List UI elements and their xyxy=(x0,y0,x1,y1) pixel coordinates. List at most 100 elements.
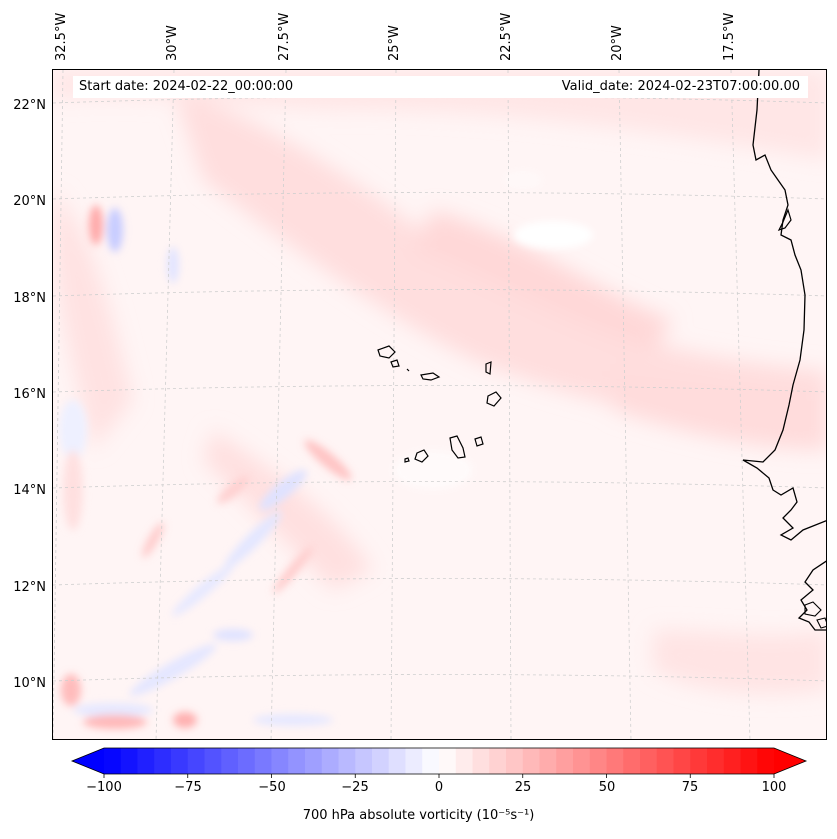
lon-label-27.5w: 27.5°W xyxy=(277,12,292,61)
colorbar-segment xyxy=(673,748,691,774)
lat-label-22n: 22°N xyxy=(13,98,46,113)
colorbar-tick-label: −50 xyxy=(258,780,286,795)
parallel-20n xyxy=(53,192,826,200)
colorbar-segment xyxy=(757,748,775,774)
colorbar-tick-label: 25 xyxy=(514,780,532,795)
colorbar-segment xyxy=(539,748,557,774)
colorbar-segment xyxy=(573,748,591,774)
parallel-16n xyxy=(53,385,826,393)
colorbar-segment xyxy=(656,748,675,774)
colorbar-segment xyxy=(204,748,222,774)
colorbar-segment xyxy=(120,748,139,774)
colorbar-segment xyxy=(740,748,758,774)
lon-label-17.5w: 17.5°W xyxy=(722,12,737,61)
meridian-30w xyxy=(155,70,175,739)
island-sao-vicente xyxy=(390,359,400,368)
island-sao-nicolau xyxy=(420,372,441,381)
lon-label-32.5w: 32.5°W xyxy=(54,12,69,61)
start-date-label: Start date: 2024-02-22_00:00:00 xyxy=(79,79,294,94)
colorbar-segment xyxy=(305,748,323,774)
island-santiago xyxy=(449,435,466,459)
island-maio xyxy=(474,436,484,447)
colorbar-segment xyxy=(489,748,507,774)
colorbar-tick-label: −100 xyxy=(86,780,122,795)
colorbar-label: 700 hPa absolute vorticity (10⁻⁵s⁻¹) xyxy=(302,808,535,823)
cape-verde-islands xyxy=(377,345,502,463)
island-sal xyxy=(485,361,492,375)
lon-label-25w: 25°W xyxy=(387,25,402,61)
colorbar-segment xyxy=(187,748,206,774)
colorbar-segment xyxy=(104,748,122,774)
colorbar-segment xyxy=(171,748,189,774)
island-brava xyxy=(404,457,410,463)
colorbar-segment xyxy=(455,748,474,774)
colorbar-segment xyxy=(472,748,490,774)
lat-label-20n: 20°N xyxy=(13,194,46,209)
valid-date-label: Valid_date: 2024-02-23T07:00:00.00 xyxy=(561,79,800,94)
island-santa-luzia xyxy=(406,368,410,372)
parallel-14n xyxy=(53,481,826,489)
colorbar-segment xyxy=(321,748,340,774)
colorbar-segment xyxy=(522,748,541,774)
colorbar-segment xyxy=(238,748,256,774)
colorbar-segments xyxy=(104,748,775,774)
colorbar-high-extend xyxy=(774,748,806,774)
colorbar-segment xyxy=(355,748,373,774)
colorbar-segment xyxy=(623,748,641,774)
vorticity-features xyxy=(59,170,593,729)
map-panel: Start date: 2024-02-22_00:00:00 Valid_da… xyxy=(52,69,827,740)
parallel-10n xyxy=(53,674,826,682)
colorbar-low-extend xyxy=(72,748,104,774)
colorbar-segment xyxy=(707,748,725,774)
lat-label-14n: 14°N xyxy=(13,483,46,498)
colorbar-segment xyxy=(439,748,457,774)
colorbar-segment xyxy=(271,748,289,774)
colorbar-segment xyxy=(556,748,574,774)
coast-island-20n xyxy=(777,208,792,232)
africa-coast-south xyxy=(797,560,826,631)
colorbar-segment xyxy=(405,748,423,774)
colorbar-tick-label: 100 xyxy=(761,780,787,795)
island-santo-antao xyxy=(377,345,396,359)
lat-label-18n: 18°N xyxy=(13,291,46,306)
bissagos-islands xyxy=(804,601,826,629)
colorbar-tick-label: −25 xyxy=(341,780,369,795)
parallel-18n xyxy=(53,289,826,297)
meridian-20w xyxy=(618,70,632,739)
colorbar xyxy=(70,747,808,778)
lat-label-12n: 12°N xyxy=(13,580,46,595)
colorbar-segment xyxy=(388,748,407,774)
meridian-17.5w xyxy=(730,70,751,739)
date-header-band xyxy=(73,76,808,98)
lat-label-16n: 16°N xyxy=(13,387,46,402)
colorbar-segment xyxy=(288,748,306,774)
meridian-25w xyxy=(390,70,397,739)
lon-label-20w: 20°W xyxy=(610,25,625,61)
colorbar-segment xyxy=(221,748,239,774)
lon-label-30w: 30°W xyxy=(165,25,180,61)
colorbar-segment xyxy=(723,748,742,774)
meridian-27.5w xyxy=(270,70,287,739)
lat-label-10n: 10°N xyxy=(13,676,46,691)
colorbar-ticks xyxy=(103,774,775,778)
colorbar-segment xyxy=(690,748,708,774)
africa-coastline xyxy=(742,70,826,541)
island-fogo xyxy=(414,449,429,463)
colorbar-segment xyxy=(372,748,390,774)
colorbar-segment xyxy=(137,748,155,774)
colorbar-segment xyxy=(640,748,658,774)
colorbar-tick-label: −75 xyxy=(174,780,202,795)
colorbar-segment xyxy=(338,748,356,774)
parallel-22n xyxy=(53,96,826,104)
colorbar-segment xyxy=(589,748,608,774)
colorbar-segment xyxy=(254,748,273,774)
colorbar-segment xyxy=(422,748,440,774)
colorbar-tick-label: 75 xyxy=(681,780,699,795)
parallel-12n xyxy=(53,578,826,586)
island-boa-vista xyxy=(486,391,502,407)
colorbar-segment xyxy=(154,748,172,774)
meridian-22.5w xyxy=(507,70,512,739)
colorbar-tick-label: 50 xyxy=(598,780,616,795)
vorticity-field xyxy=(53,70,826,739)
meridian-32.5w xyxy=(53,70,64,739)
